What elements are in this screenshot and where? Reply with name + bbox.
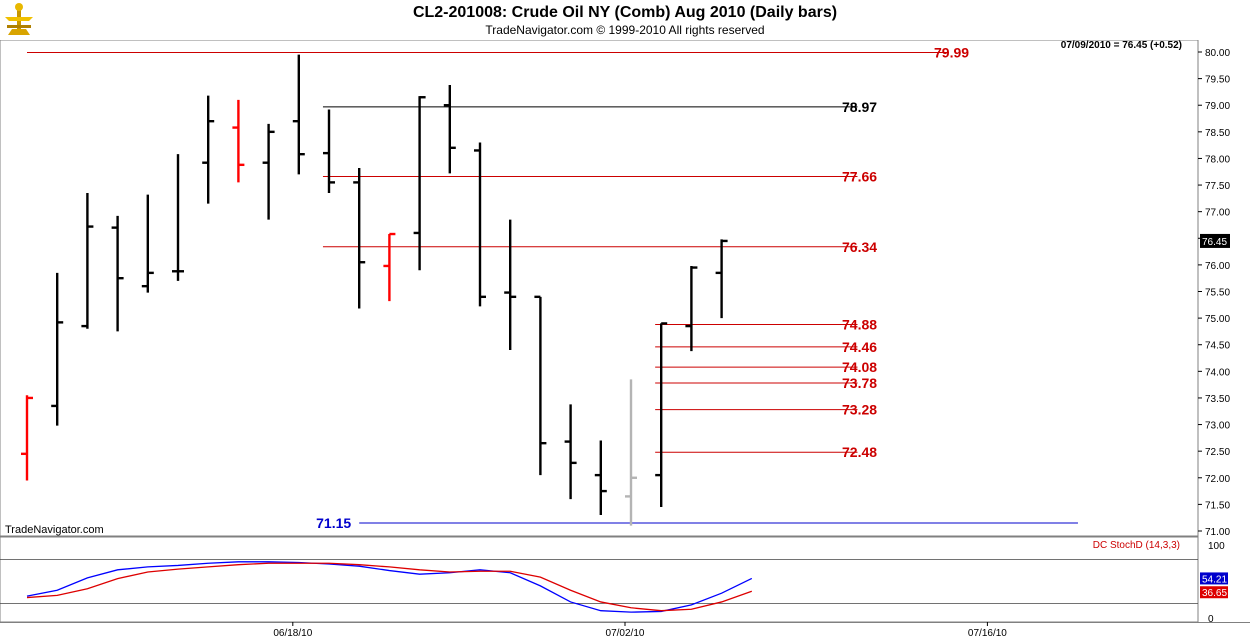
ohlc-bar — [625, 379, 637, 526]
ohlc-bar — [232, 99, 245, 183]
trade-navigator-logo-icon — [2, 1, 36, 39]
level-label-72-48: 72.48 — [842, 444, 877, 460]
stoch-d-tag — [1200, 586, 1228, 599]
y-tick-label: 74.00 — [1205, 367, 1230, 378]
y-tick-label: 71.50 — [1205, 500, 1230, 511]
price-plot-frame — [0, 39, 1199, 537]
y-tick-label: 78.00 — [1205, 154, 1230, 165]
stoch-y-tick-label: 0 — [1208, 614, 1214, 625]
ohlc-bar — [202, 95, 215, 204]
ohlc-bar — [81, 193, 94, 329]
y-tick-label: 74.50 — [1205, 341, 1230, 352]
ohlc-bar — [21, 395, 33, 481]
stoch-k-value: 54.21 — [1202, 574, 1227, 585]
y-tick-label: 79.00 — [1205, 101, 1230, 112]
stoch-series-d — [26, 562, 753, 612]
level-label-79-99: 79.99 — [934, 45, 969, 61]
quote-readout: 07/09/2010 = 76.45 (+0.52) — [1061, 40, 1182, 51]
y-tick-label: 75.00 — [1205, 314, 1230, 325]
ohlc-bar — [292, 54, 305, 175]
ohlc-bar — [474, 142, 486, 307]
ohlc-bar — [323, 109, 335, 194]
x-tick-label: 07/02/10 — [606, 628, 645, 639]
y-tick-label: 78.50 — [1205, 128, 1230, 139]
ohlc-bar — [141, 194, 154, 293]
ohlc-bar — [655, 322, 668, 508]
level-label-74-46: 74.46 — [842, 339, 877, 355]
stochastic-plot-frame — [0, 536, 1199, 623]
y-tick-label: 72.50 — [1205, 447, 1230, 458]
ohlc-bar — [383, 232, 396, 302]
last-price-tag — [1200, 233, 1230, 248]
ohlc-bar — [594, 440, 607, 516]
y-tick-label: 76.00 — [1205, 261, 1230, 272]
chart-header: CL2-201008: Crude Oil NY (Comb) Aug 2010… — [0, 0, 1250, 40]
watermark: TradeNavigator.com — [5, 524, 104, 536]
ohlc-bar — [715, 239, 728, 319]
y-tick-label: 79.50 — [1205, 75, 1230, 86]
x-tick-label: 07/16/10 — [968, 628, 1007, 639]
level-label-73-78: 73.78 — [842, 375, 877, 391]
chart-subtitle: TradeNavigator.com © 1999-2010 All right… — [485, 23, 765, 37]
y-tick-label: 80.00 — [1205, 48, 1230, 59]
stoch-d-value: 36.65 — [1202, 588, 1227, 599]
ohlc-bar — [262, 123, 275, 220]
ohlc-bar — [111, 215, 124, 332]
ohlc-bar — [172, 154, 184, 281]
ohlc-bar — [564, 404, 577, 500]
y-tick-label: 72.00 — [1205, 474, 1230, 485]
x-tick-label: 06/18/10 — [273, 628, 312, 639]
y-tick-label: 73.00 — [1205, 421, 1230, 432]
stoch-series-k — [26, 561, 753, 613]
y-tick-label: 71.00 — [1205, 527, 1230, 538]
y-tick-label: 77.50 — [1205, 181, 1230, 192]
level-label-71-15: 71.15 — [316, 515, 351, 531]
level-label-73-28: 73.28 — [842, 402, 877, 418]
ohlc-bar — [51, 272, 64, 426]
ohlc-bar — [685, 265, 698, 352]
ohlc-bar — [534, 295, 547, 476]
ohlc-bar — [443, 84, 456, 174]
y-tick-label: 77.00 — [1205, 208, 1230, 219]
ohlc-bar — [504, 219, 517, 351]
stoch-k-tag — [1200, 572, 1228, 585]
level-label-74-88: 74.88 — [842, 316, 877, 332]
y-tick-label: 75.50 — [1205, 288, 1230, 299]
level-label-77-66: 77.66 — [842, 169, 877, 185]
level-label-78-97: 78.97 — [842, 99, 877, 115]
stoch-y-tick-label: 100 — [1208, 541, 1225, 552]
last-price-tag-label: 76.45 — [1202, 237, 1227, 248]
ohlc-bar — [353, 168, 366, 309]
ohlc-bar — [413, 96, 426, 271]
stochastic-title: DC StochD (14,3,3) — [1093, 540, 1180, 551]
chart-title: CL2-201008: Crude Oil NY (Comb) Aug 2010… — [412, 4, 838, 21]
level-label-76-34: 76.34 — [842, 239, 877, 255]
level-label-74-08: 74.08 — [842, 359, 877, 375]
y-tick-label: 73.50 — [1205, 394, 1230, 405]
